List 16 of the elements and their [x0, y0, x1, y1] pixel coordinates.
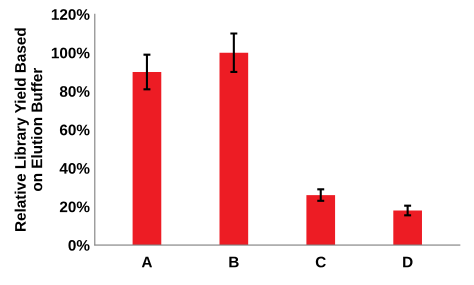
x-tick-label: D — [403, 256, 413, 268]
y-axis-title: Relative Library Yield Based on Elution Buffer — [14, 28, 42, 231]
y-tick-label: 80% — [60, 86, 90, 97]
bar — [132, 72, 162, 246]
bar — [220, 52, 248, 246]
bar — [393, 210, 422, 246]
y-tick-label: 60% — [60, 124, 90, 136]
y-tick-label: 40% — [60, 163, 90, 174]
x-tick-label: A — [142, 256, 152, 268]
bar — [306, 195, 336, 246]
y-tick-label: 20% — [60, 201, 90, 212]
x-tick-label: B — [229, 256, 239, 268]
y-tick-label: 120% — [52, 9, 90, 20]
y-tick-label: 100% — [52, 48, 90, 58]
x-tick-label: C — [316, 256, 326, 268]
y-tick-label: 0% — [68, 240, 90, 251]
